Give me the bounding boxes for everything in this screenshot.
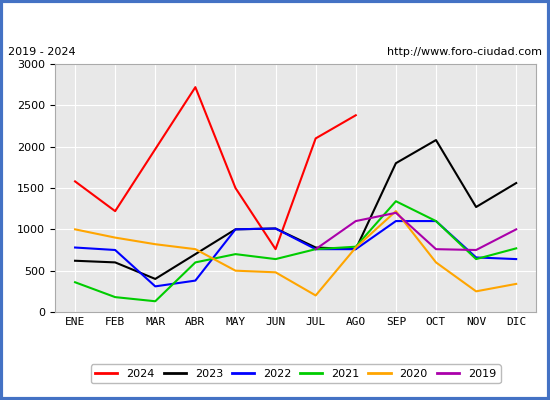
Text: http://www.foro-ciudad.com: http://www.foro-ciudad.com [387,47,542,57]
Text: 2019 - 2024: 2019 - 2024 [8,47,76,57]
Legend: 2024, 2023, 2022, 2021, 2020, 2019: 2024, 2023, 2022, 2021, 2020, 2019 [91,364,500,383]
Text: Evolucion Nº Turistas Nacionales en el municipio de Samper de Calanda: Evolucion Nº Turistas Nacionales en el m… [6,14,544,28]
